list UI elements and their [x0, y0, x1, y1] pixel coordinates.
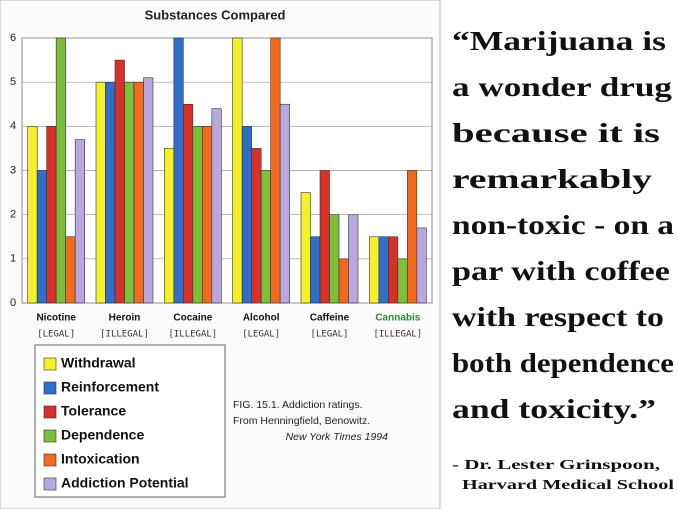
quote-line: non-toxic - on a [452, 210, 675, 240]
quote-line: par with coffee [452, 256, 670, 286]
bar [407, 170, 418, 304]
x-tick-label: Cannabis [375, 313, 420, 324]
bar [369, 236, 380, 304]
quote-attribution: Harvard Medical School [462, 478, 674, 493]
quote-attribution: - Dr. Lester Grinspoon, [452, 458, 660, 473]
bar [251, 148, 262, 304]
bar [329, 214, 340, 304]
legend-swatch [43, 357, 57, 371]
quote-line: and toxicity.” [452, 394, 656, 424]
legend-swatch [43, 381, 57, 395]
bar [416, 227, 427, 304]
category-note: [LEGAL] [242, 330, 280, 340]
x-tick-label: Caffeine [310, 313, 350, 324]
bar [55, 37, 66, 304]
legend-label: Dependence [61, 427, 144, 443]
bar [279, 103, 290, 304]
bar [232, 37, 243, 304]
bar [310, 236, 321, 304]
bar [114, 59, 125, 304]
legend-swatch [43, 405, 57, 419]
bar [105, 81, 116, 304]
y-tick-label: 4 [10, 120, 16, 132]
bar [378, 236, 389, 304]
bar [173, 37, 184, 304]
quote-line: both dependence [452, 348, 674, 378]
bar [46, 126, 57, 304]
quote-line: because it is [452, 118, 660, 148]
legend-label: Withdrawal [61, 355, 136, 371]
bar [133, 81, 144, 304]
bar [183, 103, 194, 304]
legend-swatch [43, 477, 57, 491]
y-tick-label: 5 [10, 76, 16, 88]
bar [397, 258, 408, 304]
x-tick-label: Alcohol [243, 313, 280, 324]
bar [388, 236, 399, 304]
bar [143, 77, 154, 304]
category-note: [LEGAL] [37, 330, 75, 340]
bar [65, 236, 76, 304]
legend-swatch [43, 453, 57, 467]
legend-swatch [43, 429, 57, 443]
bar [192, 126, 203, 304]
bar [74, 139, 85, 304]
caption: From Henningfield, Benowitz. [233, 415, 370, 427]
caption: New York Times 1994 [286, 431, 389, 443]
bar [124, 81, 135, 304]
x-tick-label: Cocaine [173, 313, 212, 324]
y-tick-label: 2 [10, 209, 16, 221]
category-note: [LEGAL] [311, 330, 349, 340]
bar [338, 258, 349, 304]
legend-label: Tolerance [61, 403, 126, 419]
legend-label: Intoxication [61, 451, 140, 467]
legend-label: Addiction Potential [61, 475, 189, 491]
bar [319, 170, 330, 304]
quote-line: “Marijuana is [452, 26, 666, 56]
y-tick-label: 6 [10, 32, 16, 44]
bar [260, 170, 271, 304]
bar [300, 192, 311, 304]
chart-title: Substances Compared [145, 7, 286, 22]
x-tick-label: Heroin [109, 313, 141, 324]
y-tick-label: 0 [10, 297, 16, 309]
y-tick-label: 1 [10, 253, 16, 265]
bar [36, 170, 47, 304]
bar [348, 214, 359, 304]
bar [27, 126, 38, 304]
quote-line: with respect to [452, 302, 664, 332]
bar [164, 148, 175, 304]
caption: FIG. 15.1. Addiction ratings. [233, 399, 363, 411]
quote-line: a wonder drug [452, 72, 673, 102]
category-note: [ILLEGAL] [168, 330, 217, 340]
y-tick-label: 3 [10, 164, 16, 176]
legend-label: Reinforcement [61, 379, 159, 395]
x-tick-label: Nicotine [36, 313, 76, 324]
bar [202, 126, 213, 304]
legend [34, 344, 226, 498]
quote-line: remarkably [452, 164, 653, 194]
category-note: [ILLEGAL] [100, 330, 149, 340]
bar [95, 81, 106, 304]
bar [241, 126, 252, 304]
bar [270, 37, 281, 304]
category-note: [ILLEGAL] [373, 330, 422, 340]
bar [211, 108, 222, 304]
